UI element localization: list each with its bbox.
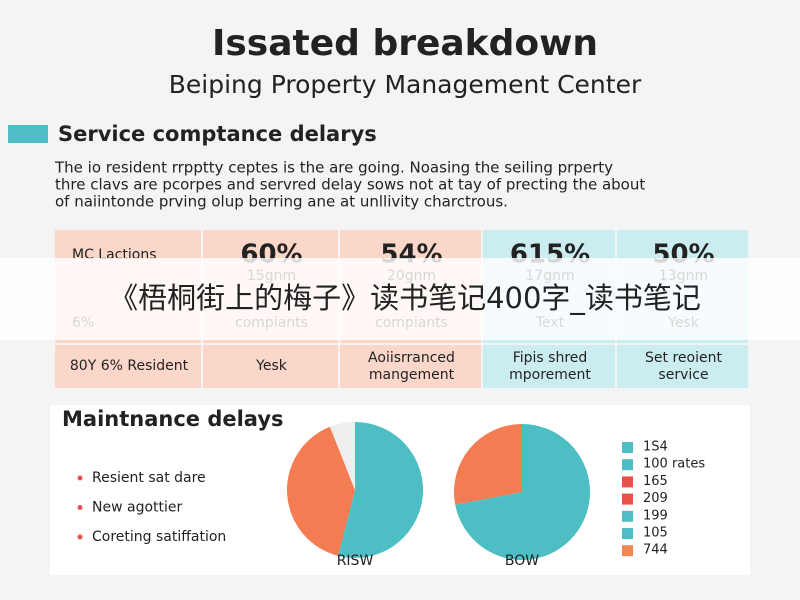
paragraph-line: The io resident rrpptty ceptes is the ar…	[54, 159, 613, 177]
bullet-text: Coreting satiffation	[92, 529, 226, 545]
legend-swatch	[622, 545, 633, 557]
cell-text: Set reoient service	[645, 350, 722, 383]
pie-label: RISW	[337, 553, 374, 569]
legend-label: 1S4	[643, 440, 668, 455]
bullet-dot	[77, 505, 83, 510]
cell-bg	[203, 345, 338, 388]
cell-text: 80Y 6% Resident	[70, 358, 189, 374]
pie-slice	[287, 426, 355, 556]
cell-bg	[483, 345, 615, 388]
legend-swatch	[622, 442, 633, 453]
cell-text: Fipis shred mporement	[509, 350, 591, 383]
banner-bg	[0, 258, 800, 340]
legend-swatch	[622, 459, 633, 471]
bullet-text: New agottier	[92, 500, 182, 516]
bullet-dot	[77, 534, 83, 540]
section-heading: Maintnance delays	[62, 407, 284, 431]
bullet-text: Resient sat dare	[92, 470, 206, 486]
legend-label: 199	[643, 508, 668, 523]
legend-label: 165	[643, 474, 668, 489]
banner-text: 《梧桐街上的梅子》读书笔记400字_读书笔记	[109, 281, 701, 315]
legend-swatch	[622, 476, 633, 488]
legend-swatch	[622, 493, 633, 505]
paragraph-line: thre clavs are pcorpes and servred delay…	[55, 176, 645, 194]
legend-label: 209	[643, 491, 668, 506]
section-marker	[8, 125, 48, 143]
cell-text: Yesk	[255, 358, 288, 374]
section-heading: Service comptance delarys	[58, 122, 377, 146]
legend-swatch	[622, 528, 633, 539]
pie-slice	[338, 422, 424, 558]
legend-label: 105	[643, 526, 668, 541]
subtitle: Beiping Property Management Center	[169, 70, 642, 99]
legend-label: 744	[643, 543, 668, 558]
legend-swatch	[622, 510, 633, 522]
pie-slice	[329, 422, 355, 490]
paragraph-line: of naiintonde prving olup berring ane at…	[55, 193, 508, 211]
cell-bg	[617, 345, 748, 388]
bullet-dot	[77, 475, 83, 481]
title: Issated breakdown	[212, 23, 598, 64]
pie-label: BOW	[505, 553, 539, 569]
cell-bg	[55, 345, 201, 388]
pie-slice	[455, 424, 590, 561]
legend-label: 100 rates	[643, 457, 705, 472]
pie-slice	[453, 424, 522, 505]
cell-text: Aoiisrranced mangement	[368, 350, 455, 383]
cell-bg	[340, 345, 481, 388]
